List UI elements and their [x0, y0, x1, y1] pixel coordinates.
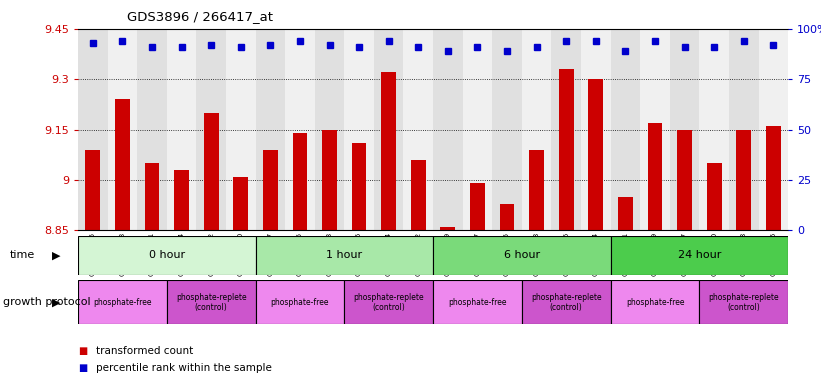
- Bar: [470, 183, 485, 230]
- Text: phosphate-replete
(control): phosphate-replete (control): [709, 293, 779, 312]
- Bar: [255, 29, 285, 230]
- Bar: [433, 280, 522, 324]
- Bar: [552, 29, 581, 230]
- Bar: [85, 150, 100, 230]
- Bar: [736, 129, 751, 230]
- Bar: [226, 29, 255, 230]
- Bar: [648, 123, 663, 230]
- Text: 0 hour: 0 hour: [149, 250, 185, 260]
- Bar: [374, 29, 403, 230]
- Text: ■: ■: [78, 363, 87, 373]
- Bar: [322, 129, 337, 230]
- Text: transformed count: transformed count: [96, 346, 193, 356]
- Bar: [433, 29, 463, 230]
- Bar: [144, 163, 159, 230]
- Bar: [314, 29, 344, 230]
- Bar: [196, 29, 226, 230]
- Bar: [463, 29, 493, 230]
- Bar: [174, 170, 189, 230]
- Bar: [255, 236, 433, 275]
- Bar: [344, 280, 433, 324]
- Bar: [699, 29, 729, 230]
- Bar: [677, 129, 692, 230]
- Text: 6 hour: 6 hour: [504, 250, 540, 260]
- Bar: [263, 150, 277, 230]
- Bar: [699, 280, 788, 324]
- Text: phosphate-free: phosphate-free: [271, 298, 329, 307]
- Bar: [500, 204, 515, 230]
- Bar: [618, 197, 633, 230]
- Bar: [493, 29, 522, 230]
- Bar: [766, 126, 781, 230]
- Bar: [78, 236, 255, 275]
- Text: phosphate-replete
(control): phosphate-replete (control): [531, 293, 602, 312]
- Bar: [707, 163, 722, 230]
- Bar: [204, 113, 218, 230]
- Bar: [381, 73, 396, 230]
- Bar: [167, 29, 196, 230]
- Text: ▶: ▶: [52, 297, 60, 308]
- Bar: [403, 29, 433, 230]
- Bar: [410, 160, 425, 230]
- Bar: [137, 29, 167, 230]
- Text: GDS3896 / 266417_at: GDS3896 / 266417_at: [127, 10, 273, 23]
- Text: percentile rank within the sample: percentile rank within the sample: [96, 363, 272, 373]
- Text: ▶: ▶: [52, 250, 60, 260]
- Bar: [292, 133, 307, 230]
- Bar: [351, 143, 366, 230]
- Bar: [640, 29, 670, 230]
- Text: 1 hour: 1 hour: [326, 250, 362, 260]
- Text: growth protocol: growth protocol: [3, 297, 91, 308]
- Text: ■: ■: [78, 346, 87, 356]
- Bar: [522, 280, 611, 324]
- Bar: [255, 280, 344, 324]
- Bar: [589, 79, 603, 230]
- Bar: [115, 99, 130, 230]
- Bar: [759, 29, 788, 230]
- Bar: [611, 280, 699, 324]
- Bar: [433, 236, 611, 275]
- Bar: [233, 177, 248, 230]
- Bar: [78, 29, 108, 230]
- Bar: [581, 29, 611, 230]
- Bar: [285, 29, 314, 230]
- Text: phosphate-replete
(control): phosphate-replete (control): [353, 293, 424, 312]
- Bar: [611, 236, 788, 275]
- Text: 24 hour: 24 hour: [677, 250, 721, 260]
- Text: time: time: [10, 250, 35, 260]
- Text: phosphate-free: phosphate-free: [93, 298, 152, 307]
- Bar: [611, 29, 640, 230]
- Bar: [729, 29, 759, 230]
- Text: phosphate-free: phosphate-free: [448, 298, 507, 307]
- Bar: [441, 227, 456, 230]
- Bar: [559, 69, 574, 230]
- Bar: [78, 280, 167, 324]
- Text: phosphate-free: phosphate-free: [626, 298, 684, 307]
- Bar: [344, 29, 374, 230]
- Bar: [670, 29, 699, 230]
- Bar: [522, 29, 552, 230]
- Text: phosphate-replete
(control): phosphate-replete (control): [176, 293, 246, 312]
- Bar: [167, 280, 255, 324]
- Bar: [530, 150, 544, 230]
- Bar: [108, 29, 137, 230]
